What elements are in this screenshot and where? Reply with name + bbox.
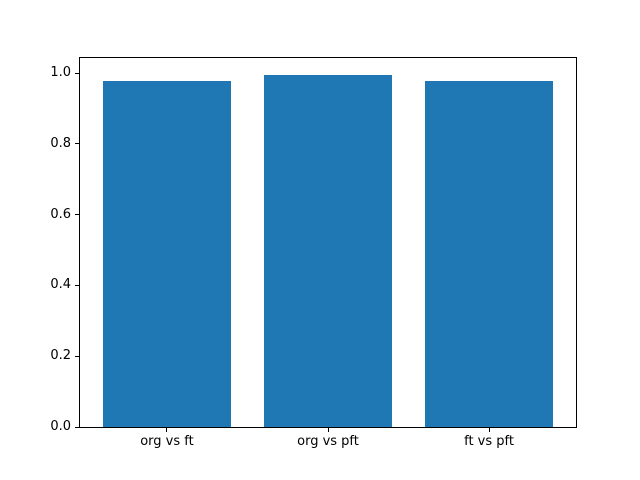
y-tick-mark <box>75 355 80 357</box>
x-tick-label: ft vs pft <box>464 434 514 449</box>
y-tick-label: 0.2 <box>50 348 71 364</box>
y-tick-label: 0.0 <box>50 419 71 435</box>
x-tick-label: org vs ft <box>140 434 194 449</box>
y-tick-label: 0.8 <box>50 136 71 152</box>
y-tick-mark <box>75 214 80 216</box>
y-tick-label: 0.6 <box>50 206 71 222</box>
bar-ft-vs-pft <box>424 80 554 427</box>
x-tick-mark <box>166 427 168 432</box>
y-tick-mark <box>75 143 80 145</box>
x-tick-mark <box>488 427 490 432</box>
y-tick-label: 1.0 <box>50 65 71 81</box>
bar-org-vs-pft <box>263 75 393 427</box>
y-tick-mark <box>75 426 80 428</box>
y-tick-mark <box>75 284 80 286</box>
x-tick-mark <box>327 427 329 432</box>
x-tick-label: org vs pft <box>297 434 359 449</box>
y-tick-mark <box>75 72 80 74</box>
y-tick-label: 0.4 <box>50 277 71 293</box>
plot-area: org vs ft org vs pft ft vs pft 0.0 0.2 0.4 0.6… <box>50 57 577 448</box>
bar-org-vs-ft <box>102 81 232 427</box>
